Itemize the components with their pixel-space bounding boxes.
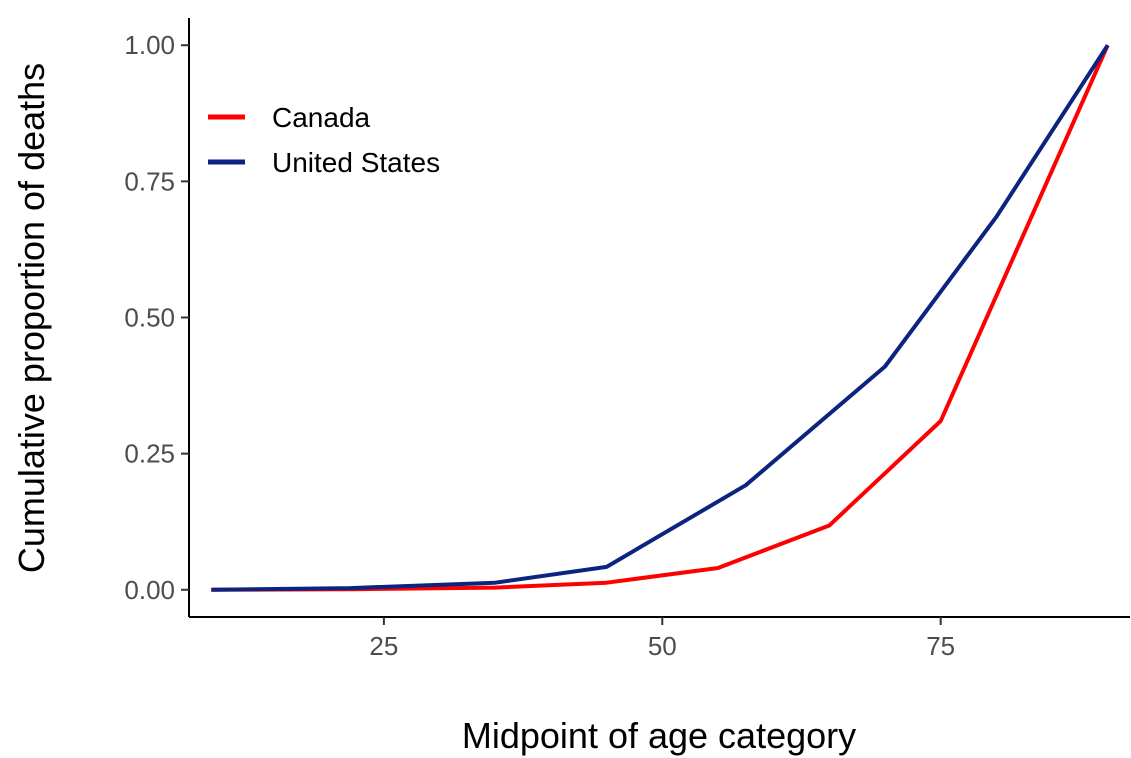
x-tick-label: 50 (648, 631, 677, 661)
y-tick-label: 0.25 (124, 439, 175, 469)
y-tick-label: 1.00 (124, 30, 175, 60)
x-tick-label: 75 (926, 631, 955, 661)
legend-label: Canada (272, 102, 371, 133)
y-ticks: 0.00 0.25 0.50 0.75 1.00 (124, 30, 189, 605)
legend: Canada United States (208, 102, 440, 178)
y-tick-label: 0.00 (124, 575, 175, 605)
y-tick-label: 0.75 (124, 166, 175, 196)
x-axis-title: Midpoint of age category (462, 715, 856, 756)
legend-label: United States (272, 147, 440, 178)
x-ticks: 25 50 75 (369, 617, 955, 661)
y-tick-label: 0.50 (124, 303, 175, 333)
y-axis-title: Cumulative proportion of deaths (11, 63, 52, 573)
series-lines (211, 44, 1110, 592)
x-tick-label: 25 (369, 631, 398, 661)
series-line-united-states (211, 44, 1110, 592)
axes: 0.00 0.25 0.50 0.75 1.00 25 50 75 (124, 18, 1130, 661)
